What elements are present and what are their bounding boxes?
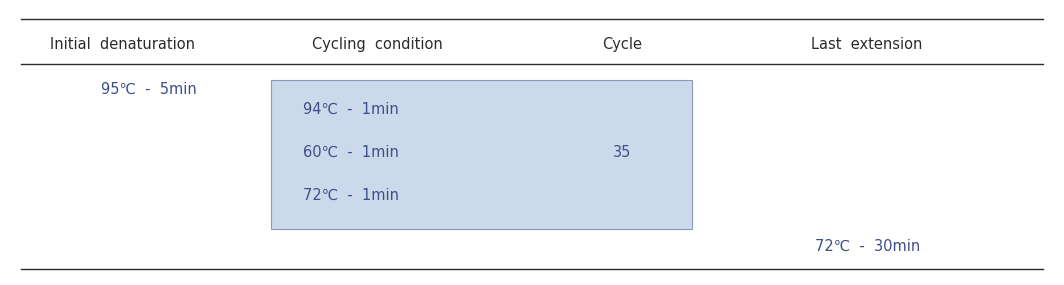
Text: 72℃  -  30min: 72℃ - 30min [815,239,919,254]
Text: 95℃  -  5min: 95℃ - 5min [101,82,197,97]
Text: 94℃  -  1min: 94℃ - 1min [303,102,399,117]
Text: Cycling  condition: Cycling condition [313,37,443,52]
Text: Cycle: Cycle [602,37,643,52]
Text: 72℃  -  1min: 72℃ - 1min [303,188,399,203]
FancyBboxPatch shape [271,80,692,229]
Text: 35: 35 [613,145,632,160]
Text: Initial  denaturation: Initial denaturation [50,37,195,52]
Text: 60℃  -  1min: 60℃ - 1min [303,145,399,160]
Text: Last  extension: Last extension [812,37,922,52]
